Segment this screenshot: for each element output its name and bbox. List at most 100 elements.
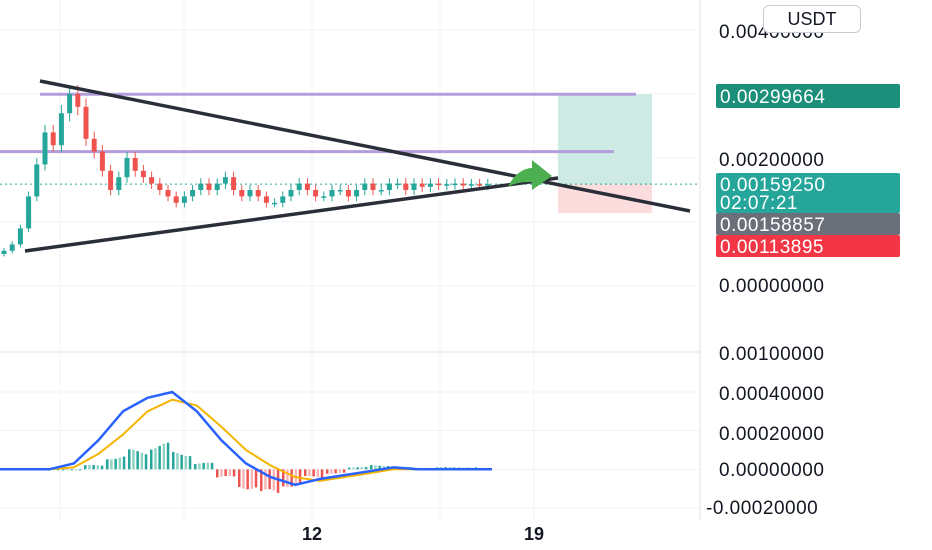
macd-histogram [40,442,491,493]
candle-body [280,196,286,203]
histogram-bar [360,467,364,470]
grid [0,0,700,520]
candle-body [436,183,442,186]
histogram-bar [210,462,214,470]
histogram-bar [66,469,69,471]
histogram-bar [96,465,100,470]
histogram-bar [276,469,280,493]
histogram-bar [166,442,170,470]
candle-body [427,183,433,187]
histogram-bar [286,469,289,488]
candle-body [296,183,302,190]
histogram-bar [316,469,320,478]
candle-body [75,94,81,107]
histogram-bar [132,449,135,470]
candle-body [67,94,73,114]
histogram-bar [342,469,346,473]
histogram-bar [70,469,73,471]
candle-body [419,183,425,187]
candle-body [477,184,483,186]
candle-body [345,190,351,197]
histogram-bar [202,462,205,470]
histogram-bar [206,462,210,470]
histogram-bar [326,469,329,474]
candle-body [1,250,7,254]
candle-body [386,183,392,190]
time-axis[interactable]: 12 19 [302,524,544,544]
candle-body [222,177,228,184]
histogram-bar [242,469,245,489]
histogram-bar [338,469,342,473]
histogram-bar [150,449,153,470]
histogram-bar [92,464,95,470]
price-axis-label: 0.00000000 [719,276,824,297]
candle-body [198,183,204,190]
candle-body [26,196,32,229]
candle-body [165,190,171,197]
candle-body [42,132,48,165]
profit-zone[interactable] [558,94,652,185]
histogram-bar [88,464,91,470]
histogram-bar [304,469,307,477]
indicator-axis-label: -0.00020000 [706,498,818,519]
candle-body [329,190,335,197]
last-price-tag: 0.00159250 02:07:21 [716,173,900,214]
histogram-bar [348,467,351,470]
currency-button[interactable]: USDT [763,5,861,33]
histogram-bar [172,451,175,470]
histogram-bar [370,465,373,470]
histogram-bar [128,449,131,470]
candle-body [255,190,261,197]
indicator-axis[interactable]: 0.00100000 0.00040000 0.00020000 0.00000000… [706,344,824,519]
histogram-bar [136,451,139,470]
candle-body [485,184,491,186]
histogram-bar [74,469,78,471]
candle-body [214,183,220,190]
last-price-text: 0.00159250 [720,175,825,196]
trendlines[interactable] [24,79,691,253]
candle-body [452,183,458,186]
histogram-bar [180,454,183,470]
histogram-bar [272,469,276,491]
candle-body [231,177,237,190]
long-arrow-icon[interactable] [508,160,552,190]
candle-body [337,190,343,192]
indicator-axis-label: 0.00040000 [719,384,824,405]
target-price-text: 0.00299664 [720,87,825,108]
histogram-bar [62,469,65,471]
candle-body [190,190,196,197]
histogram-bar [232,469,236,477]
candle-body [34,164,40,197]
histogram-bar [246,469,249,490]
histogram-bar [194,464,197,470]
histogram-bar [100,465,104,470]
histogram-bar [118,457,122,470]
histogram-bar [176,453,179,470]
histogram-bar [308,469,311,476]
histogram-bar [260,469,263,492]
histogram-bar [250,469,254,489]
candle-body [140,170,146,178]
histogram-bar [216,469,219,478]
macd-line [0,390,492,487]
histogram-bar [356,467,359,470]
candle-body [181,196,187,203]
histogram-bar [228,469,232,476]
histogram-bar [254,469,258,488]
candle-body [239,190,245,197]
indicator-axis-label: 0.00000000 [719,460,824,481]
histogram-bar [56,469,60,471]
candle-body [157,183,163,190]
histogram-bar [268,469,271,490]
histogram-bar [330,469,333,474]
histogram-bar [114,458,117,470]
candle-body [444,184,450,186]
histogram-bar [110,459,113,470]
stop-price-tag: 0.00113895 [716,235,900,258]
candle-body [91,138,97,152]
histogram-bar [374,465,377,470]
candle-body [9,244,15,251]
candle-body [108,170,114,190]
histogram-bar [154,448,157,470]
